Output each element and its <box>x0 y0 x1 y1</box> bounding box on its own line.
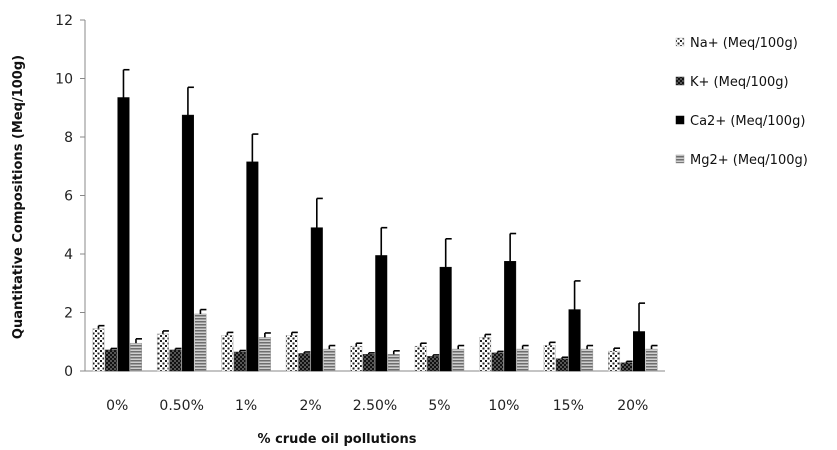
x-tick-label: 15% <box>553 398 584 414</box>
x-tick-label: 10% <box>488 398 519 414</box>
bar-3-0 <box>129 342 142 372</box>
bar-1-1 <box>169 349 182 372</box>
bar-2-4 <box>375 255 388 372</box>
bar-0-1 <box>156 333 169 372</box>
bar-2-1 <box>181 114 194 372</box>
bar-1-0 <box>104 349 117 372</box>
y-tick-label: 10 <box>55 72 73 88</box>
x-tick-label: 1% <box>235 398 257 414</box>
bar-3-2 <box>258 337 271 372</box>
x-tick-label: 0% <box>106 398 128 414</box>
bar-3-7 <box>581 348 594 372</box>
x-tick-labels: 0% 0.50% 1% 2% 2.50% 5% 10% 15% 20% <box>106 398 648 414</box>
bar-1-7 <box>556 358 569 372</box>
bar-1-4 <box>362 354 375 372</box>
bar-2-6 <box>504 261 517 372</box>
error-bars <box>97 68 658 363</box>
bar-0-8 <box>608 350 621 372</box>
legend-swatch-1 <box>675 76 685 86</box>
bar-1-8 <box>620 362 633 372</box>
bar-0-6 <box>479 337 492 372</box>
y-tick-label: 12 <box>55 13 73 29</box>
y-axis-title: Quantitative Compositions (Meq/100g) <box>11 55 26 339</box>
bar-0-3 <box>285 335 298 372</box>
bars <box>92 97 658 372</box>
bar-2-0 <box>117 97 130 372</box>
axes <box>80 19 665 372</box>
bar-0-7 <box>543 345 556 372</box>
bar-2-5 <box>439 266 452 372</box>
bar-0-0 <box>92 328 105 372</box>
legend: Na+ (Meq/100g) K+ (Meq/100g) Ca2+ (Meq/100… <box>675 36 808 168</box>
bar-3-6 <box>516 348 529 372</box>
y-tick-labels: 0 2 4 6 8 10 12 <box>55 13 73 380</box>
bar-0-2 <box>221 335 234 372</box>
legend-label-0: Na+ (Meq/100g) <box>690 36 798 51</box>
y-tick-label: 6 <box>64 189 73 205</box>
legend-swatch-3 <box>675 154 685 164</box>
x-tick-label: 5% <box>428 398 450 414</box>
y-tick-label: 4 <box>64 247 73 263</box>
bar-0-4 <box>350 345 363 372</box>
legend-label-1: K+ (Meq/100g) <box>690 75 789 90</box>
y-tick-label: 8 <box>64 130 73 146</box>
legend-label-3: Mg2+ (Meq/100g) <box>690 153 808 168</box>
x-tick-label: 2.50% <box>353 398 397 414</box>
bar-1-2 <box>233 351 246 372</box>
bar-1-3 <box>298 353 311 372</box>
y-tick-label: 0 <box>64 364 73 380</box>
legend-swatch-0 <box>675 37 685 47</box>
bar-3-8 <box>645 348 658 372</box>
bar-2-8 <box>633 331 646 372</box>
bar-3-5 <box>452 348 465 372</box>
bar-3-1 <box>194 313 207 372</box>
bar-1-5 <box>427 356 440 372</box>
bar-2-7 <box>568 309 581 372</box>
x-tick-label: 2% <box>299 398 321 414</box>
bar-1-6 <box>491 352 504 372</box>
bar-3-3 <box>323 348 336 372</box>
legend-swatch-2 <box>675 115 685 125</box>
x-tick-label: 0.50% <box>159 398 203 414</box>
bar-0-5 <box>414 345 427 372</box>
bar-2-2 <box>246 161 259 372</box>
bar-3-4 <box>387 354 400 372</box>
bar-2-3 <box>310 227 323 372</box>
x-tick-label: 20% <box>617 398 648 414</box>
legend-label-2: Ca2+ (Meq/100g) <box>690 114 805 129</box>
x-axis-title: % crude oil pollutions <box>258 432 417 447</box>
y-tick-label: 2 <box>64 306 73 322</box>
